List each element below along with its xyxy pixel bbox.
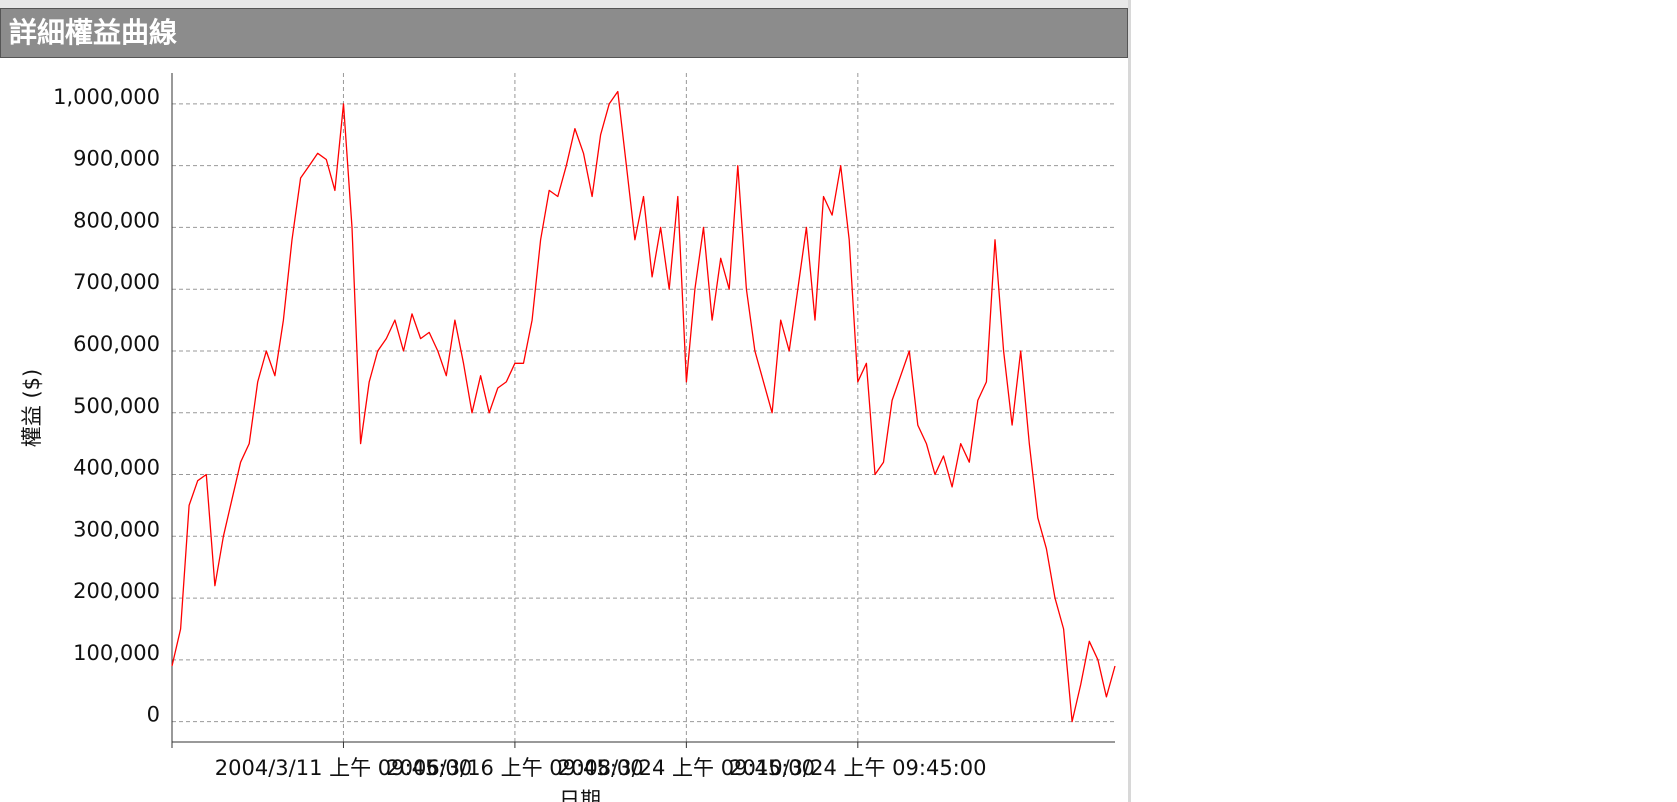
y-tick-label: 0 bbox=[147, 703, 160, 727]
y-tick-label: 900,000 bbox=[73, 147, 160, 171]
y-tick-label: 500,000 bbox=[73, 394, 160, 418]
equity-line bbox=[171, 90, 1116, 723]
y-tick-label: 700,000 bbox=[73, 270, 160, 294]
y-tick-label: 100,000 bbox=[73, 641, 160, 665]
x-tick-label: 2008/3/24 上午 09:45:00 bbox=[558, 756, 815, 780]
x-tick-label: 2006/3/16 上午 09:45:00 bbox=[386, 756, 643, 780]
y-tick-label: 200,000 bbox=[73, 579, 160, 603]
y-tick-label: 1,000,000 bbox=[53, 85, 160, 109]
panel-title: 詳細權益曲線 bbox=[0, 8, 1128, 58]
chart: 權益 ($) 日期 0 100,000 200,000 300,000 400,000 5… bbox=[20, 73, 1116, 802]
y-tick-label: 400,000 bbox=[73, 456, 160, 480]
x-tick-label: 2004/3/11 上午 09:45:00 bbox=[215, 756, 472, 780]
y-tick-label: 800,000 bbox=[73, 208, 160, 232]
x-tick-label: 2010/3/24 上午 09:45:00 bbox=[729, 756, 986, 780]
y-tick-label: 300,000 bbox=[73, 517, 160, 541]
y-axis-label: 權益 ($) bbox=[20, 369, 44, 447]
x-axis-label: 日期 bbox=[559, 788, 601, 802]
y-tick-label: 600,000 bbox=[73, 332, 160, 356]
panel-border bbox=[1128, 0, 1131, 802]
